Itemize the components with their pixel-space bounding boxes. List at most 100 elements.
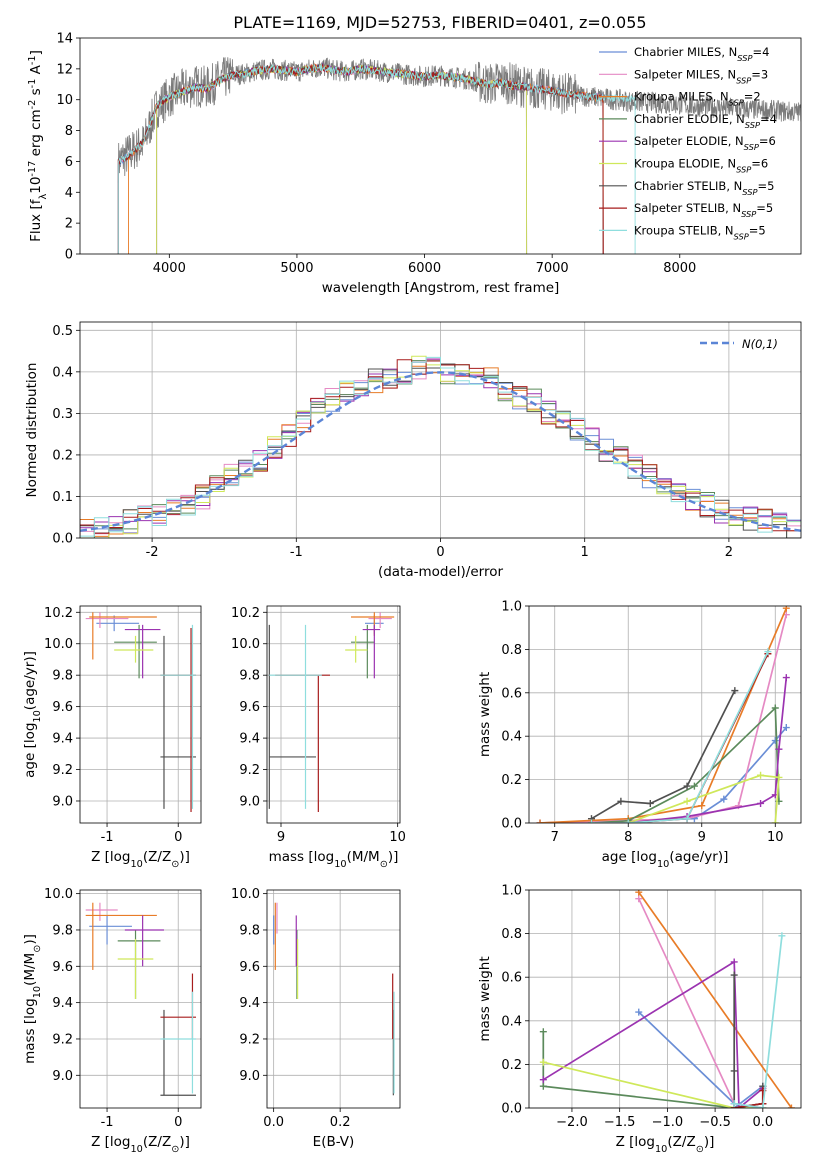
y-tick-label: 9.6 (239, 960, 260, 975)
errorbar-kroupa-stelib (160, 624, 197, 809)
y-axis-label: Flux [fλ10-17 erg cm-2 s-1 A-1] (27, 50, 49, 242)
plot-area (539, 890, 795, 1108)
legend-label: N(0,1) (742, 337, 778, 351)
legend-label: Salpeter ELODIE, NSSP=6 (634, 134, 776, 152)
x-tick-label: −0.5 (699, 1115, 731, 1130)
legend-label: Chabrier STELIB, NSSP=5 (634, 179, 774, 197)
x-tick-label: 0.0 (752, 1115, 773, 1130)
y-tick-label: 0.6 (501, 686, 522, 701)
x-tick-label: -1 (290, 545, 303, 560)
errorbar-kroupa-elodie (345, 635, 368, 663)
point-marker (624, 819, 632, 823)
plot-area (85, 902, 197, 1096)
point-marker (771, 819, 779, 823)
plot-area (85, 612, 197, 812)
y-tick-label: 9.2 (52, 1032, 73, 1047)
point-marker (539, 1058, 547, 1066)
y-tick-label: 14 (56, 32, 73, 47)
y-tick-label: 0.8 (501, 643, 522, 658)
y-tick-label: 2 (65, 217, 73, 232)
legend-label: Salpeter MILES, NSSP=3 (634, 67, 768, 85)
x-tick-label: 0 (174, 830, 182, 845)
x-tick-label: −1.0 (652, 1115, 684, 1130)
figure-title: PLATE=1169, MJD=52753, FIBERID=0401, z=0… (233, 13, 646, 32)
point-marker (536, 819, 544, 823)
x-tick-label: 9 (277, 830, 285, 845)
y-tick-label: 4 (65, 186, 73, 201)
axes-frame (528, 605, 802, 824)
point-marker (782, 674, 790, 682)
point-marker (757, 799, 765, 807)
y-tick-label: 9.2 (52, 763, 73, 778)
y-tick-label: 0.2 (501, 773, 522, 788)
point-marker (735, 1104, 743, 1108)
point-marker (720, 795, 728, 803)
axes-age-vs-mass: 9 10 9.0 9.2 9.4 9.6 9.8 10.0 10.2 mass [log10(M/… (231, 605, 406, 870)
errorbar-kroupa-miles (89, 612, 157, 660)
y-tick-label: 0 (65, 248, 73, 263)
y-tick-label: 0.6 (501, 971, 522, 986)
y-tick-label: 1.0 (501, 600, 522, 615)
x-tick-label: 7 (551, 830, 559, 845)
y-tick-label: 9.4 (239, 996, 260, 1011)
point-marker (778, 932, 786, 940)
y-tick-label: 10.0 (44, 887, 73, 902)
y-tick-label: 0.4 (501, 1014, 522, 1029)
x-axis-label: Z [log10(Z/Z⊙)] (616, 1134, 715, 1155)
errorbar-salpeter-miles (85, 902, 118, 921)
point-marker (698, 802, 706, 810)
legend-label: Chabrier ELODIE, NSSP=4 (634, 112, 777, 130)
y-tick-label: 0.4 (52, 365, 73, 380)
x-tick-label: 10 (389, 830, 406, 845)
axes-frame (266, 605, 401, 824)
y-tick-label: 0.5 (52, 324, 73, 339)
y-tick-label: 9.8 (239, 923, 260, 938)
series-line (539, 607, 788, 823)
axes-frame (79, 605, 202, 824)
errorbar-chabrier-miles (89, 915, 132, 945)
x-axis-label: mass [log10(M/M⊙)] (269, 849, 399, 870)
axes-age-vs-Z: -1 0 9.0 9.2 9.4 9.6 9.8 10.0 10.2 Z [log10(Z/Z⊙)… (22, 605, 202, 870)
series-line (591, 651, 769, 823)
y-tick-label: 0.1 (52, 490, 73, 505)
y-tick-label: 9.2 (239, 1032, 260, 1047)
y-tick-label: 9.6 (239, 700, 260, 715)
y-tick-label: 0.8 (501, 927, 522, 942)
plot-area (268, 612, 395, 812)
y-tick-label: 12 (56, 62, 73, 77)
y-axis-label: Normed distribution (24, 363, 40, 498)
y-tick-label: 9.6 (52, 700, 73, 715)
point-marker (787, 1104, 795, 1108)
point-marker (617, 797, 625, 805)
y-tick-label: 10.2 (44, 606, 73, 621)
y-tick-label: 1.0 (501, 884, 522, 899)
x-tick-label: 7000 (536, 261, 569, 276)
point-marker (764, 648, 772, 656)
x-tick-label: 2 (725, 545, 733, 560)
y-tick-label: 9.0 (239, 794, 260, 809)
point-marker (759, 1104, 767, 1108)
point-marker (690, 782, 698, 790)
y-tick-label: 0.0 (501, 1102, 522, 1117)
x-axis-label: E(B-V) (313, 1134, 355, 1150)
y-axis-label: mass weight (477, 672, 493, 757)
point-marker (771, 737, 779, 745)
point-marker (775, 773, 783, 781)
legend-label: Kroupa STELIB, NSSP=5 (634, 223, 766, 241)
y-tick-label: 10 (56, 93, 73, 108)
y-tick-label: 9.2 (239, 763, 260, 778)
x-tick-label: 4000 (153, 261, 186, 276)
point-marker (635, 890, 643, 896)
model-line-kroupa-stelib (117, 63, 636, 254)
plot-area (536, 606, 790, 823)
x-tick-label: 0.2 (330, 1115, 351, 1130)
x-tick-label: -2 (146, 545, 159, 560)
x-tick-label: 5000 (280, 261, 313, 276)
point-marker (730, 971, 738, 979)
legend-label: Salpeter STELIB, NSSP=5 (634, 201, 773, 219)
point-marker (730, 958, 738, 966)
x-tick-label: 0 (436, 545, 444, 560)
x-tick-label: 0 (174, 1115, 182, 1130)
x-tick-label: -1 (101, 830, 114, 845)
